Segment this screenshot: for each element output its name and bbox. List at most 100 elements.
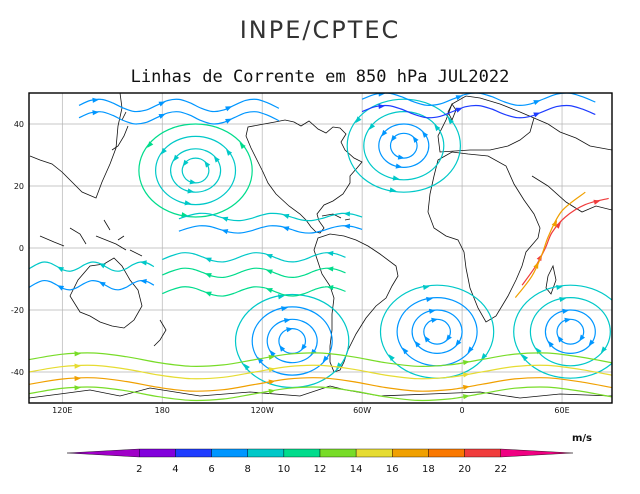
colorbar-segment	[464, 448, 501, 458]
flow-arrow	[225, 106, 233, 112]
flow-arrow	[282, 226, 290, 232]
streamline	[162, 267, 346, 279]
flow-arrow	[147, 141, 154, 148]
flow-arrow	[279, 344, 286, 352]
north-america-coastline	[245, 119, 363, 234]
flow-arrow	[557, 335, 564, 343]
x-tick-label: 120W	[251, 406, 274, 415]
flow-arrow	[343, 211, 351, 217]
y-tick-label: -40	[11, 368, 24, 377]
flow-arrow	[343, 223, 351, 229]
colorbar-label: 8	[245, 464, 251, 475]
flow-arrow	[424, 335, 431, 343]
flow-arrow	[559, 296, 567, 302]
streamline	[361, 104, 596, 119]
flow-arrow	[268, 367, 276, 373]
africa-coastline	[427, 151, 541, 323]
flow-arrow	[447, 117, 454, 125]
flow-arrow	[239, 142, 246, 150]
flow-arrow	[556, 284, 563, 291]
streamline	[423, 318, 452, 345]
colorbar-segment	[500, 448, 574, 458]
flow-arrow	[462, 360, 470, 366]
flow-arrow	[390, 134, 397, 142]
grid-lines	[29, 93, 612, 403]
flow-arrow	[579, 334, 586, 342]
flow-arrow	[395, 163, 403, 169]
colorbar-segment	[428, 448, 465, 458]
flow-arrow	[392, 175, 400, 181]
flow-arrow	[467, 346, 474, 354]
flow-arrow	[326, 266, 334, 272]
flow-arrow	[243, 363, 250, 371]
flow-arrow	[378, 93, 386, 97]
streamline	[162, 252, 346, 263]
streamline	[234, 293, 350, 389]
flow-arrow	[562, 308, 570, 314]
flow-arrow	[92, 97, 100, 103]
flow-arrow	[189, 179, 197, 185]
antarctic-coastline	[29, 385, 612, 399]
flow-arrow	[412, 136, 419, 143]
flow-arrow	[533, 261, 539, 269]
flow-arrow	[265, 253, 273, 259]
flow-arrow	[282, 213, 290, 219]
maritime-continent	[39, 219, 143, 257]
flow-arrow	[355, 116, 362, 124]
australia-coastline	[69, 257, 143, 329]
streamline	[251, 306, 333, 376]
streamline	[29, 279, 155, 291]
flow-arrow	[173, 154, 180, 162]
streamline	[556, 318, 585, 345]
flow-arrow	[204, 291, 212, 297]
colorbar-label: 18	[422, 464, 435, 475]
europe-coastline	[437, 95, 535, 153]
flow-arrow	[268, 354, 276, 360]
colorbar-label: 20	[458, 464, 471, 475]
flow-arrow	[422, 131, 429, 138]
streamline	[29, 261, 155, 272]
flow-arrow	[286, 327, 294, 333]
flow-arrow	[300, 343, 307, 351]
colorbar-label: 14	[350, 464, 363, 475]
flow-arrow	[431, 317, 439, 323]
flow-arrow	[462, 384, 470, 390]
x-tick-label: 60E	[554, 406, 569, 415]
flow-arrow	[74, 385, 82, 391]
flow-arrow	[414, 340, 421, 348]
flow-arrow	[434, 124, 441, 132]
colorbar-segment	[319, 448, 357, 458]
x-tick-label: 60W	[353, 406, 371, 415]
colorbar-units: m/s	[572, 433, 592, 444]
streamline	[78, 98, 280, 113]
flow-arrow	[265, 288, 273, 293]
streamline	[378, 123, 430, 169]
streamline	[396, 296, 478, 367]
colorbar-label: 16	[386, 464, 399, 475]
colorbar-segment	[247, 448, 285, 458]
flow-arrow	[462, 394, 470, 400]
flow-arrow	[378, 103, 386, 110]
flow-arrow	[140, 260, 147, 266]
flow-arrow	[225, 118, 233, 124]
colorbar-label: 22	[494, 464, 507, 475]
streamlines	[29, 93, 612, 402]
streamline	[266, 318, 318, 364]
flow-arrow	[455, 339, 462, 347]
flow-arrow	[533, 100, 541, 105]
colorbar-segment	[283, 448, 321, 458]
flow-arrow	[92, 110, 100, 116]
streamline	[138, 123, 253, 218]
colorbar-segment	[355, 448, 393, 458]
flow-arrow	[277, 294, 285, 300]
streamline	[544, 309, 596, 355]
flow-arrow	[588, 339, 595, 347]
colorbar-segment	[139, 448, 176, 458]
flow-arrow	[564, 317, 572, 323]
y-tick-label: 0	[19, 244, 24, 253]
streamline	[278, 327, 307, 355]
x-axis-ticks: 120E 180 120W 60W 0 60E	[52, 406, 569, 415]
flow-arrow	[57, 266, 65, 273]
flow-arrow	[158, 101, 166, 107]
